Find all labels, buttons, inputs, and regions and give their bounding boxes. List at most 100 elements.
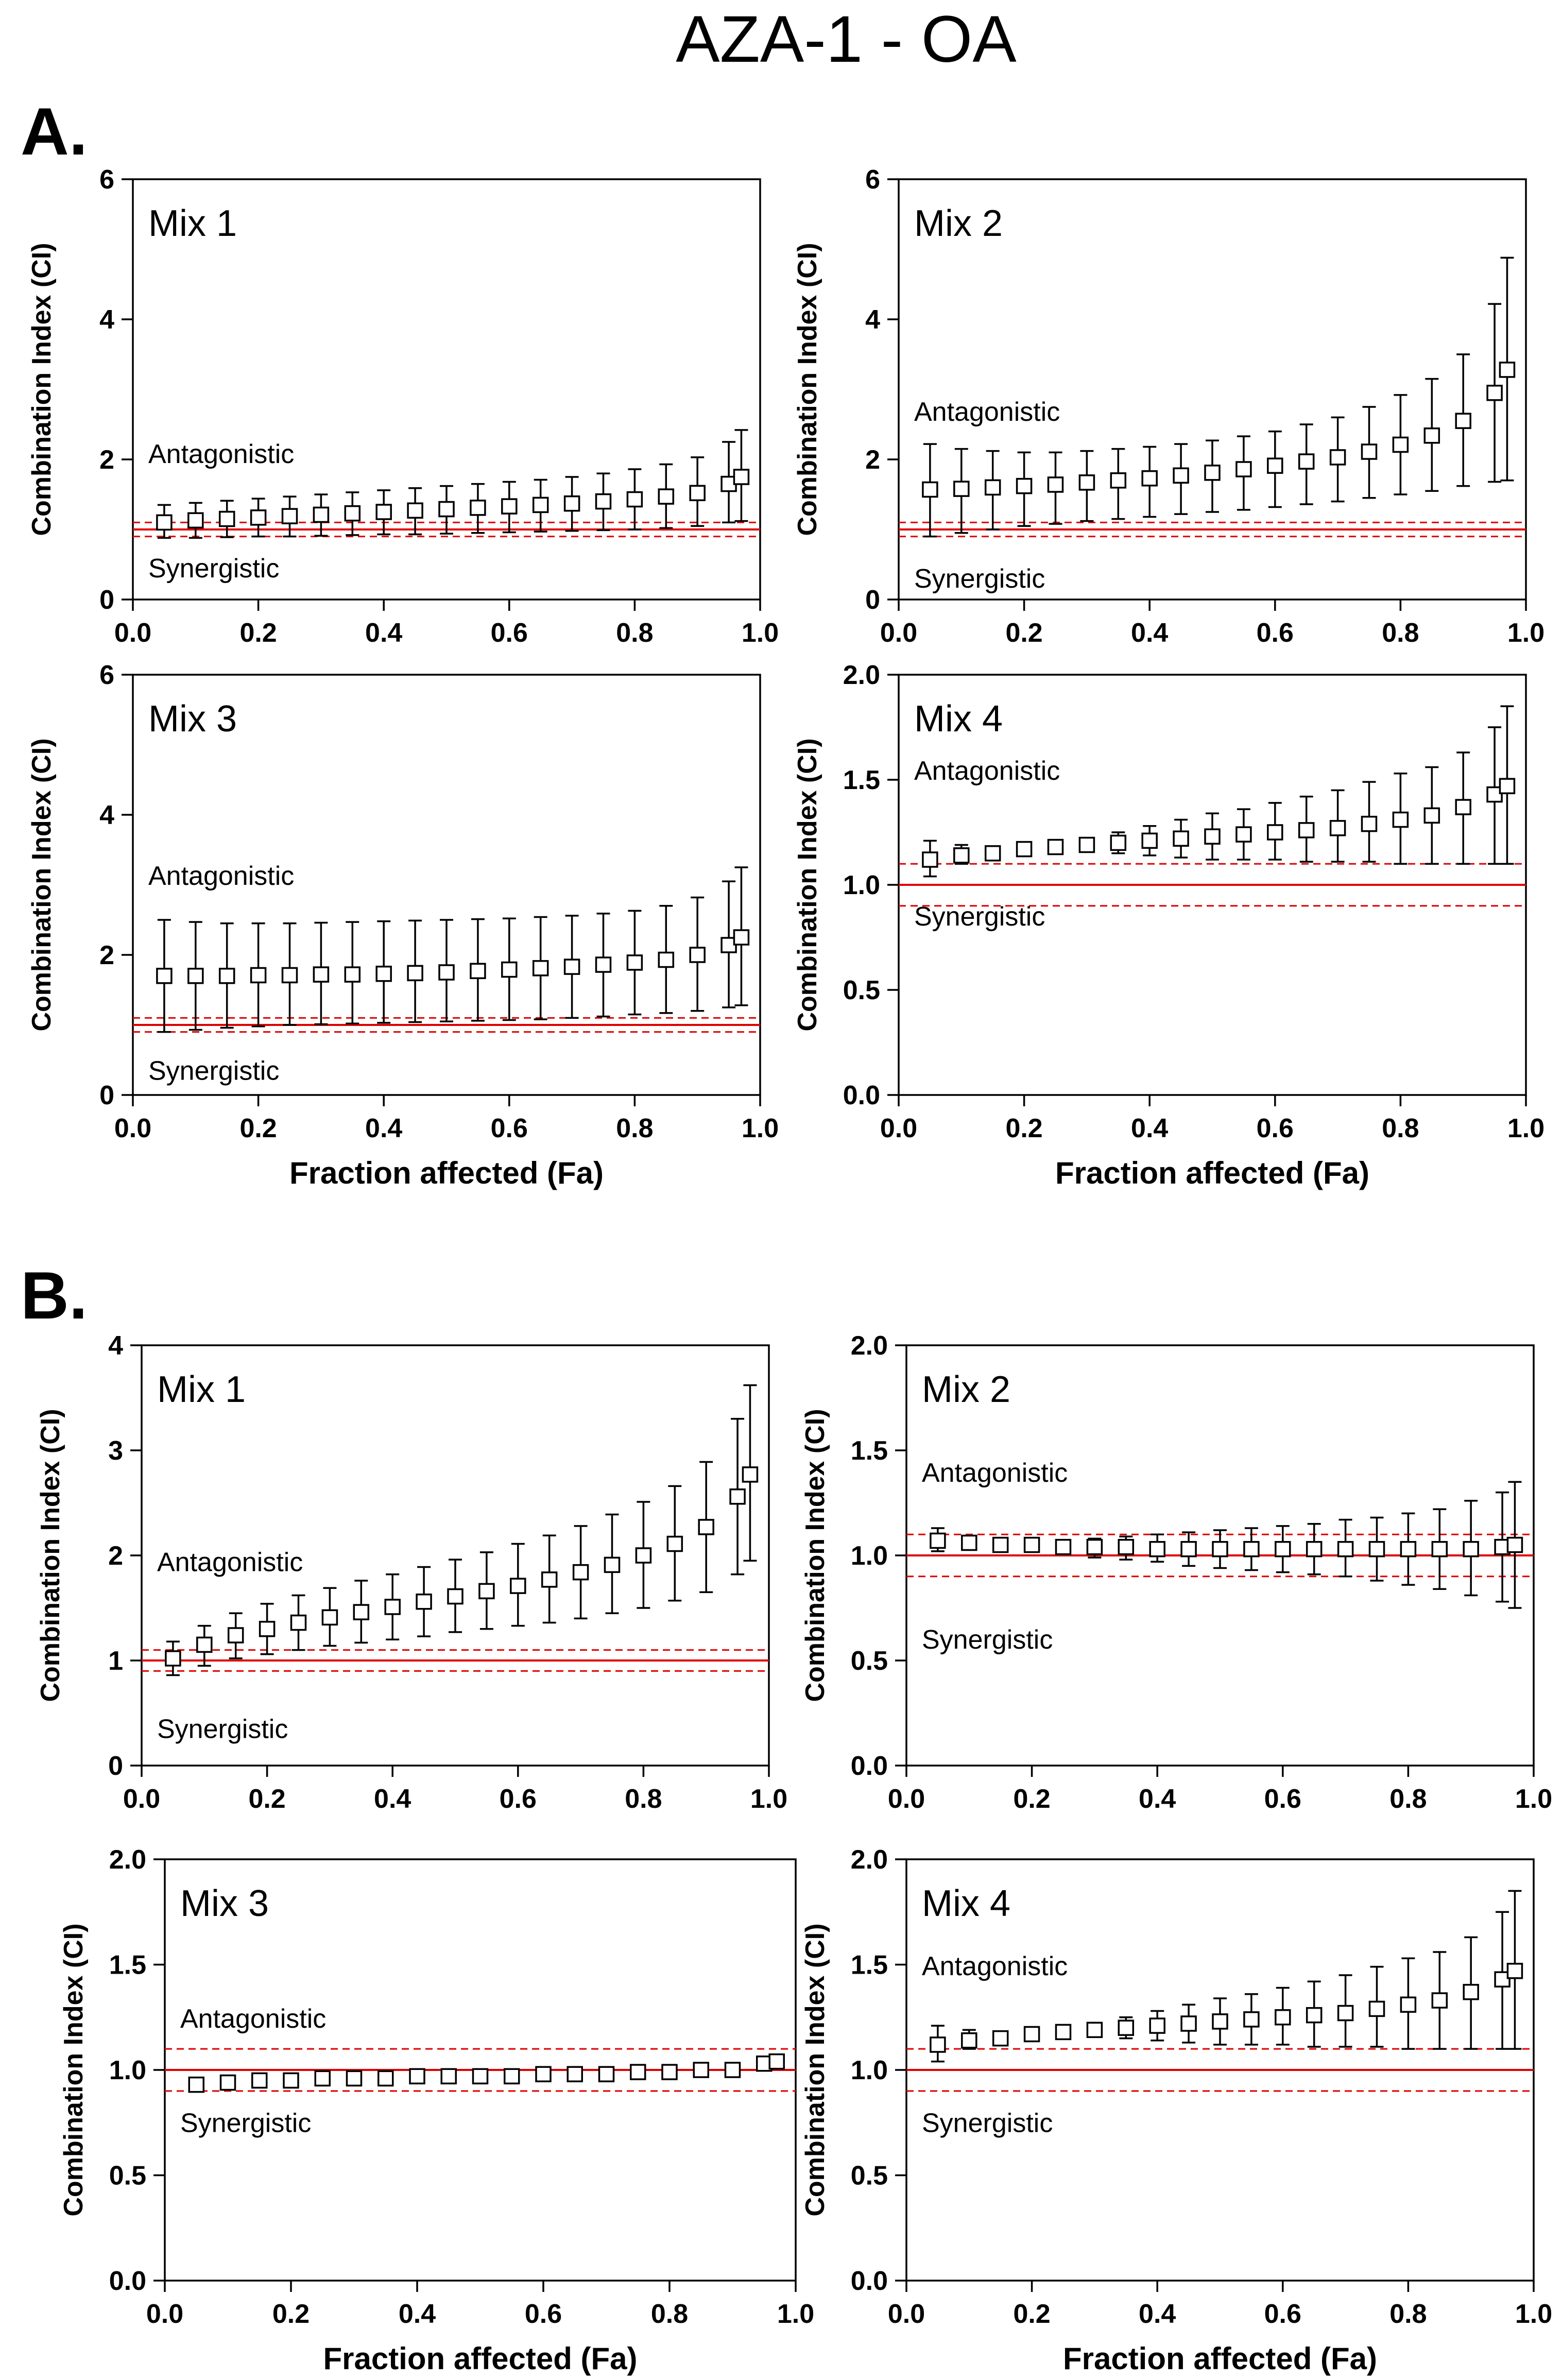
data-point [165,1650,181,1667]
data-point [409,2068,425,2085]
data-point [1180,1541,1197,1557]
panels-group: 0.0 0.2 0.4 0.6 0.8 1.0 0 2 4 6 Mix 1 Antagonistic S… [27,165,1552,2376]
chart-panel-a-mix4: 0.0 0.2 0.4 0.6 0.8 1.0 0.0 0.5 1.0 1.5 2.0 Mix 4 An… [793,660,1544,1190]
y-axis-title: Combination Index (CI) [59,1923,89,2216]
x-tick-label: 0.4 [365,1114,402,1143]
data-point [1275,1541,1291,1557]
y-tick-label: 0 [865,585,880,615]
data-point [375,504,392,520]
data-point [1212,2013,1228,2030]
data-point [1149,2017,1165,2034]
x-tick-label: 0.4 [374,1784,411,1814]
data-point [1149,1541,1165,1557]
data-point [961,2032,977,2049]
data-point [733,929,750,946]
data-point [984,479,1001,496]
data-point [259,1621,276,1637]
y-tick-label: 4 [99,305,114,335]
x-tick-label: 0.0 [146,2299,183,2329]
x-tick-label: 0.2 [1005,618,1042,648]
x-axis-title: Fraction affected (Fa) [323,2341,637,2376]
data-point [961,1534,977,1551]
data-point [1118,1538,1135,1555]
data-point [1110,472,1127,489]
data-point [416,1594,432,1610]
x-tick-label: 1.0 [1515,2299,1552,2329]
data-point [1486,786,1503,803]
data-point [532,960,549,977]
data-point [698,1519,714,1535]
data-point [346,2070,363,2087]
plot-frame [132,674,761,1096]
data-point [1118,2019,1135,2036]
x-tick-label: 0.6 [491,618,528,648]
data-point [219,2074,236,2091]
data-point [1016,841,1033,858]
data-point [595,956,612,973]
data-point [658,488,675,505]
y-tick-label: 0.0 [109,2266,146,2296]
panel-title: Mix 2 [914,203,1003,244]
x-tick-label: 0.6 [491,1114,528,1143]
x-tick-label: 0.2 [248,1784,285,1814]
data-point [344,966,361,983]
data-point [1110,834,1127,851]
data-point [281,967,298,984]
x-tick-label: 0.8 [1382,1114,1419,1143]
x-tick-label: 0.4 [1131,618,1168,648]
data-point [156,514,173,531]
data-point [1431,1992,1448,2009]
data-point [567,2066,583,2082]
data-point [470,500,486,516]
x-tick-label: 1.0 [1507,1114,1544,1143]
data-point [196,1636,213,1653]
data-point [447,1588,464,1605]
data-point [250,967,267,984]
y-tick-label: 4 [865,305,880,335]
y-tick-label: 0.5 [851,2161,888,2191]
data-point [598,2066,615,2082]
x-tick-label: 0.8 [625,1784,662,1814]
x-tick-label: 0.8 [1389,1784,1427,1814]
data-point [156,968,173,984]
data-point [440,2068,457,2085]
data-point [595,493,612,510]
x-tick-label: 0.6 [1257,618,1294,648]
x-tick-label: 0.0 [888,1784,925,1814]
data-point [742,1466,759,1483]
data-point [218,510,235,527]
data-point [768,2053,785,2070]
plot-frame [132,178,761,601]
data-point [693,2062,709,2078]
antagonistic-label: Antagonistic [914,397,1060,427]
x-tick-label: 0.8 [616,1114,653,1143]
data-point [438,964,455,981]
y-tick-label: 2.0 [851,1845,888,1875]
data-point [1361,815,1378,832]
data-point [635,1547,652,1564]
figure-title: AZA-1 - OA [676,3,1017,76]
data-point [922,481,938,498]
x-tick-label: 1.0 [1507,618,1544,648]
data-point [218,968,235,984]
panel-title: Mix 2 [922,1369,1010,1410]
data-point [187,512,204,529]
data-point [1392,436,1409,453]
y-axis-title: Combination Index (CI) [800,1923,830,2216]
plot-frame [898,178,1527,601]
data-point [290,1614,307,1631]
data-point [1275,2009,1291,2026]
chart-panel-a-mix1: 0.0 0.2 0.4 0.6 0.8 1.0 0 2 4 6 Mix 1 Antagonistic S… [27,165,779,648]
data-point [630,2064,646,2080]
x-axis-title: Fraction affected (Fa) [1063,2341,1377,2376]
y-tick-label: 2 [99,445,114,475]
y-tick-label: 1.0 [109,2056,146,2085]
synergistic-label: Synergistic [157,1715,288,1744]
data-point [1361,443,1378,460]
y-tick-label: 1.0 [851,1541,888,1571]
y-axis-title: Combination Index (CI) [36,1409,65,1702]
x-tick-label: 0.6 [1264,1784,1301,1814]
y-tick-label: 1.5 [851,1950,888,1980]
data-point [438,501,455,518]
